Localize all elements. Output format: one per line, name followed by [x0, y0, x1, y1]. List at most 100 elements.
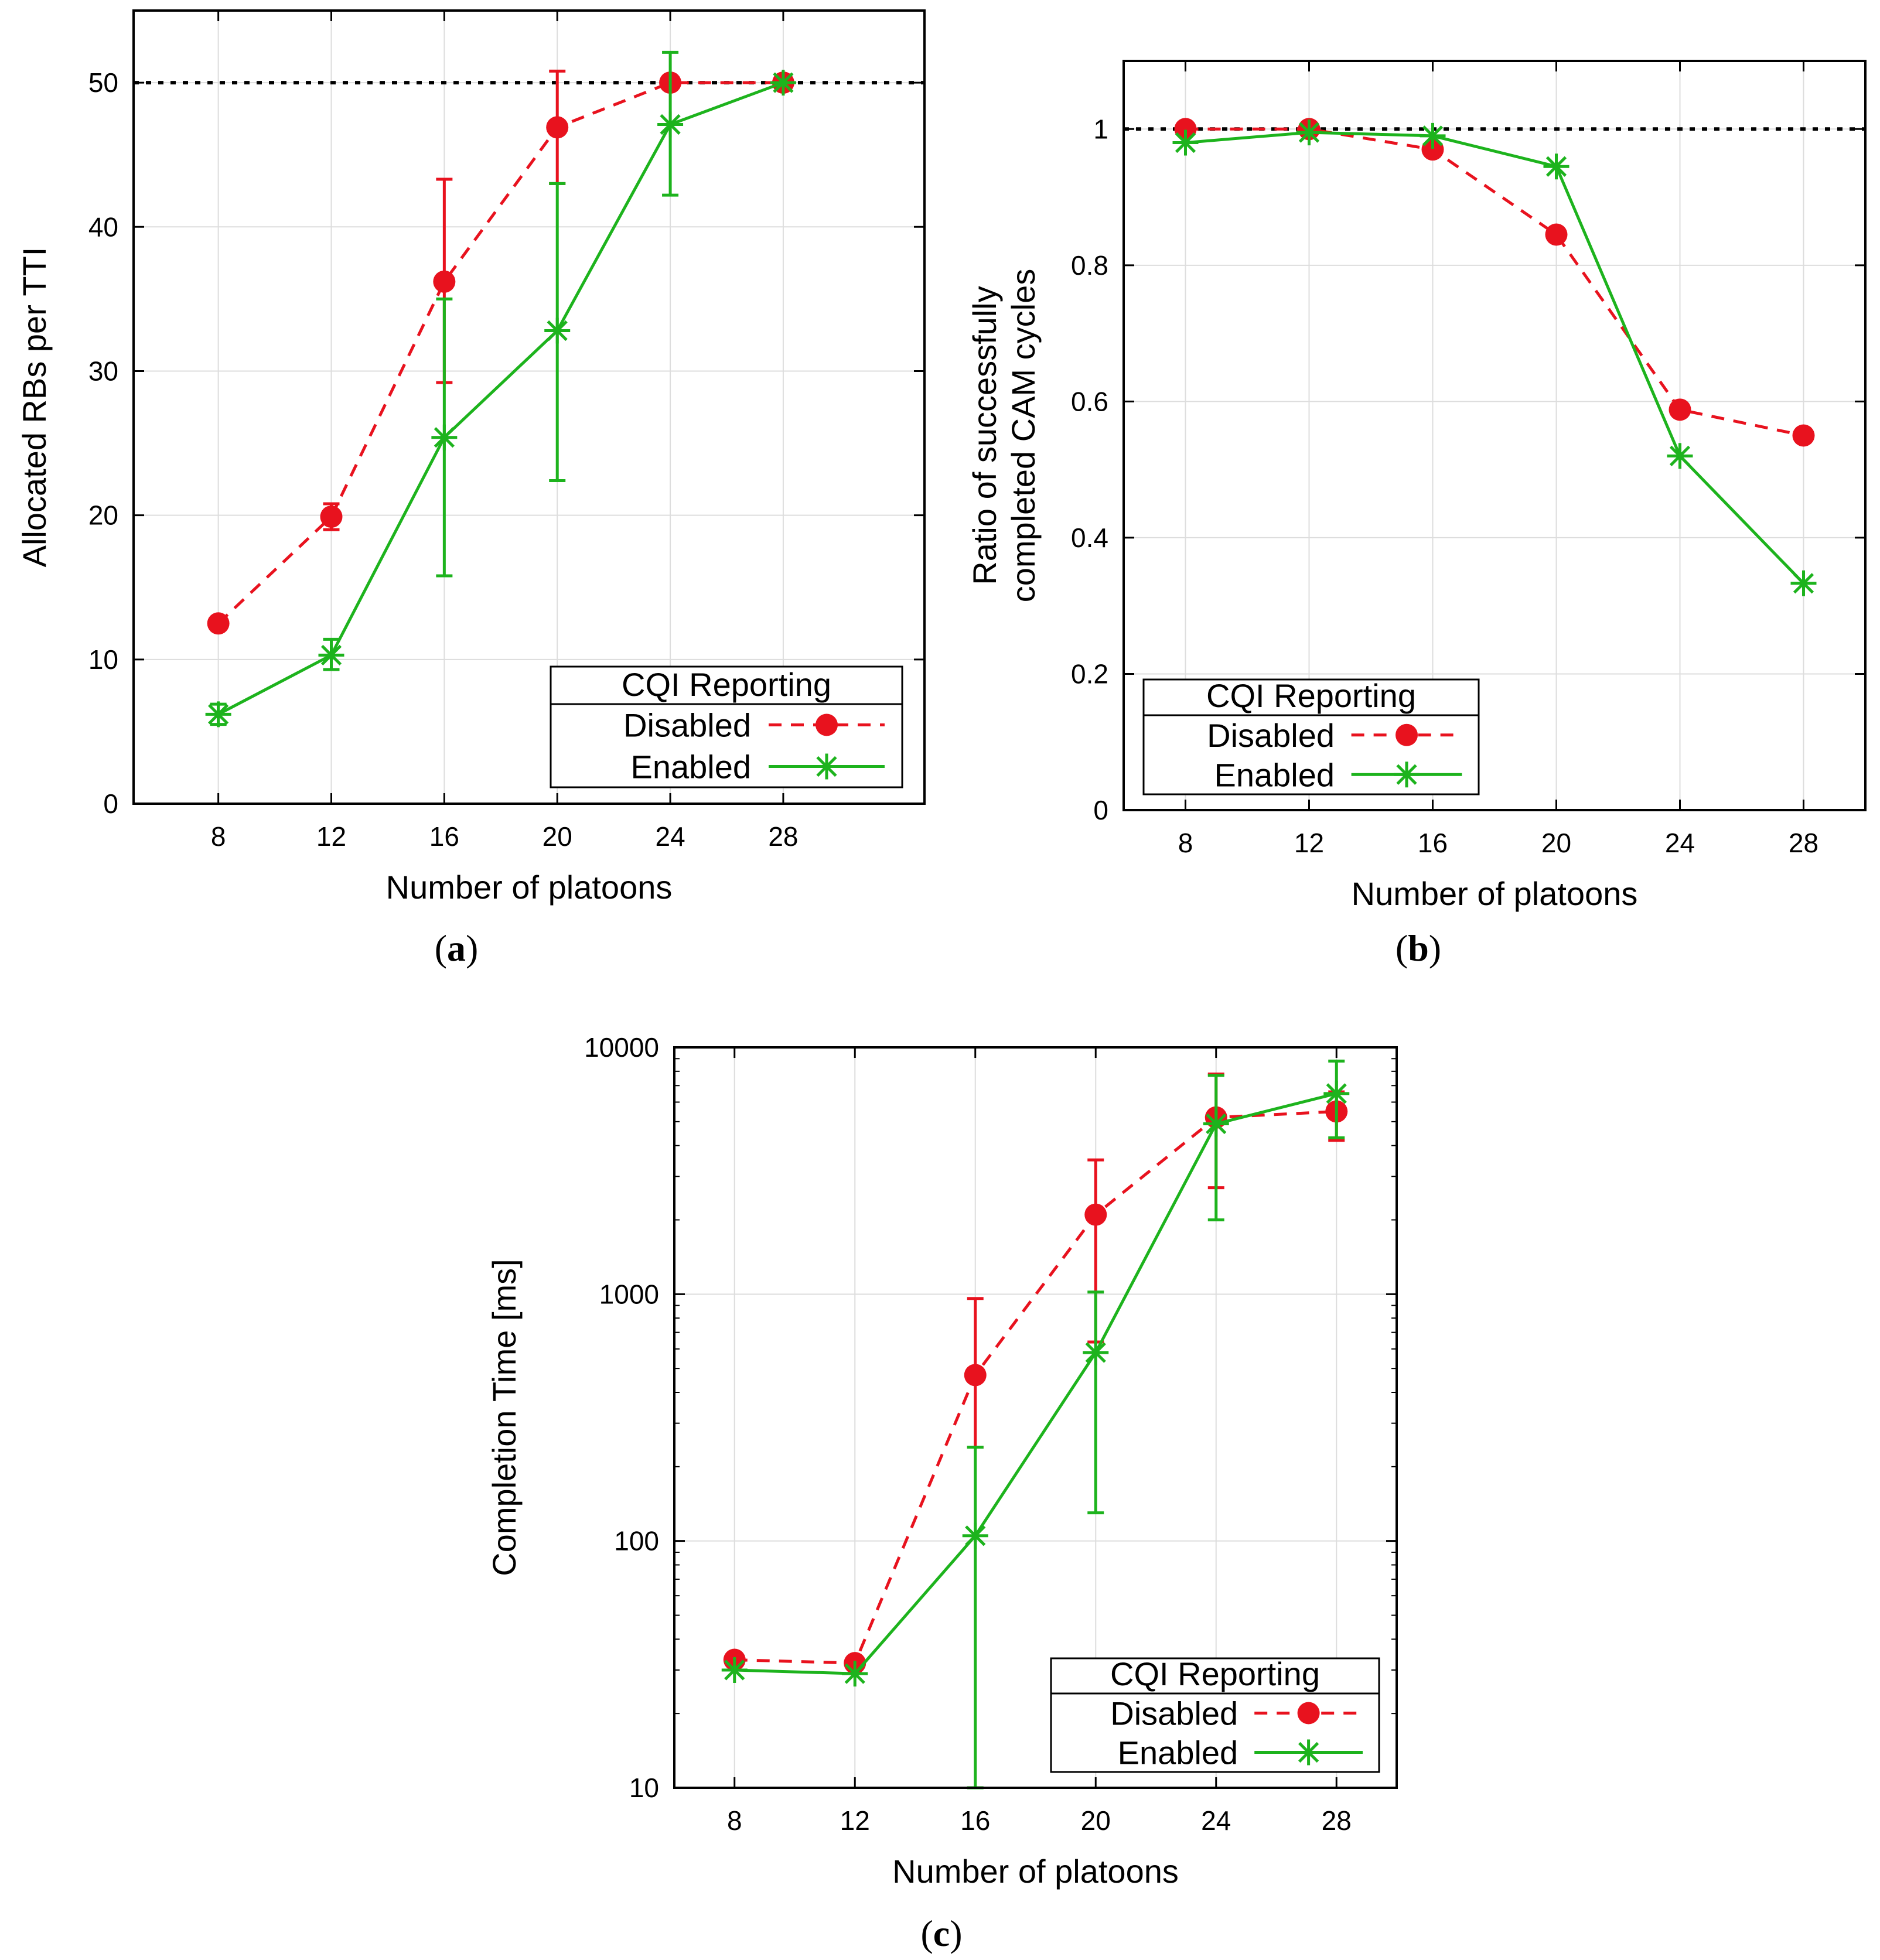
data-point — [1667, 443, 1693, 469]
plot-frame — [673, 1046, 1398, 1789]
data-point — [1790, 570, 1817, 596]
x-tick-label: 24 — [1201, 1805, 1231, 1836]
series-enabled — [1172, 119, 1817, 596]
data-point — [1420, 122, 1446, 149]
series-disabled — [723, 1072, 1348, 1675]
data-point — [1792, 424, 1815, 447]
x-tick-label: 12 — [840, 1805, 870, 1836]
x-tick-label: 28 — [1789, 828, 1818, 858]
chart-c: 8 12 16 20 24 28 10 100 1000 10000 Number of plato… — [486, 1032, 1398, 1954]
data-point — [207, 612, 230, 635]
x-tick-label: 28 — [768, 821, 798, 852]
y-tick-label: 40 — [88, 211, 118, 242]
panel-label: (a) — [435, 927, 479, 969]
series-disabled — [207, 69, 794, 635]
x-tick-label: 8 — [727, 1805, 742, 1836]
legend-marker — [1394, 762, 1420, 788]
series-line — [1185, 131, 1805, 585]
legend-marker — [1396, 723, 1418, 746]
grid — [134, 11, 924, 804]
data-point — [544, 317, 571, 344]
y-axis-title: Allocated RBs per TTI — [16, 247, 53, 568]
y-tick-label: 1000 — [599, 1279, 659, 1309]
chart-a: 8 12 16 20 24 28 0 10 20 30 40 50 Number of platoons… — [16, 9, 926, 969]
x-tick-label: 20 — [542, 821, 572, 852]
legend-label: Disabled — [1110, 1695, 1238, 1732]
x-axis-title: Number of platoons — [1352, 875, 1638, 912]
series-enabled — [205, 50, 796, 728]
x-axis-title: Number of platoons — [892, 1853, 1179, 1890]
data-point — [962, 1522, 988, 1549]
y-axis-title-line: completed CAM cycles — [1005, 269, 1042, 603]
y-tick-label: 0.6 — [1071, 386, 1108, 416]
data-point — [1203, 1111, 1229, 1137]
plot-frame — [1122, 60, 1867, 811]
data-point — [205, 701, 231, 728]
data-point — [433, 270, 456, 293]
panel-label: (b) — [1396, 927, 1441, 969]
x-tick-label: 20 — [1081, 1805, 1111, 1836]
data-point — [770, 70, 796, 96]
data-point — [1543, 153, 1569, 180]
x-tick-label: 8 — [211, 821, 226, 852]
legend-title: CQI Reporting — [1110, 1655, 1320, 1692]
series-enabled — [721, 1059, 1350, 1790]
y-axis-title-line: Ratio of successfully — [966, 286, 1003, 585]
x-tick-label: 24 — [1665, 828, 1695, 858]
data-point — [657, 111, 684, 138]
x-tick-label: 24 — [655, 821, 685, 852]
legend-entry-disabled: Disabled — [623, 707, 885, 744]
legend-label: Enabled — [1118, 1734, 1238, 1771]
data-point — [964, 1364, 987, 1387]
data-point — [1421, 138, 1444, 161]
error-bar — [1087, 1290, 1104, 1515]
y-tick-label: 0.4 — [1071, 523, 1108, 553]
series-line — [734, 1109, 1337, 1665]
x-axis-title: Number of platoons — [386, 869, 673, 906]
legend-label: Enabled — [1214, 756, 1335, 793]
y-tick-label: 1 — [1093, 114, 1108, 144]
data-point — [320, 506, 343, 528]
data-point — [1174, 118, 1197, 141]
chart-b: 8 12 16 20 24 28 0 0.2 0.4 0.6 0.8 1 Number of plato… — [966, 60, 1867, 969]
legend-entry-disabled: Disabled — [1110, 1695, 1363, 1732]
legend-marker — [816, 713, 838, 736]
x-tick-label: 20 — [1541, 828, 1571, 858]
data-point — [842, 1661, 868, 1687]
plot-frame — [132, 9, 926, 805]
x-tick-label: 12 — [316, 821, 346, 852]
x-tick-label: 16 — [960, 1805, 990, 1836]
legend-marker — [1297, 1702, 1320, 1725]
data-point — [318, 642, 344, 668]
y-tick-label: 100 — [614, 1526, 659, 1556]
x-tick-label: 12 — [1294, 828, 1324, 858]
y-tick-label: 10 — [629, 1773, 659, 1803]
error-bar — [1207, 1074, 1224, 1221]
series-line — [217, 81, 783, 625]
legend-entry-enabled: Enabled — [1214, 756, 1462, 793]
y-tick-label: 10 — [88, 644, 118, 675]
y-tick-label: 50 — [88, 67, 118, 98]
y-tick-label: 20 — [88, 500, 118, 531]
data-point — [1323, 1080, 1350, 1107]
legend-entry-enabled: Enabled — [630, 749, 885, 786]
y-tick-label: 10000 — [584, 1032, 659, 1063]
data-point — [721, 1657, 748, 1683]
series-disabled — [1174, 118, 1815, 447]
data-point — [1083, 1340, 1109, 1366]
x-tick-label: 16 — [1418, 828, 1448, 858]
data-point — [1669, 398, 1691, 421]
data-point — [431, 424, 458, 450]
y-tick-label: 0 — [1093, 795, 1108, 825]
data-point — [1296, 119, 1322, 146]
x-tick-label: 28 — [1322, 1805, 1352, 1836]
legend-label: Disabled — [623, 707, 751, 744]
x-tick-label: 16 — [429, 821, 459, 852]
legend-entry-disabled: Disabled — [1207, 717, 1462, 754]
series-line — [217, 81, 784, 716]
y-tick-label: 30 — [88, 356, 118, 386]
y-tick-label: 0 — [103, 788, 118, 819]
